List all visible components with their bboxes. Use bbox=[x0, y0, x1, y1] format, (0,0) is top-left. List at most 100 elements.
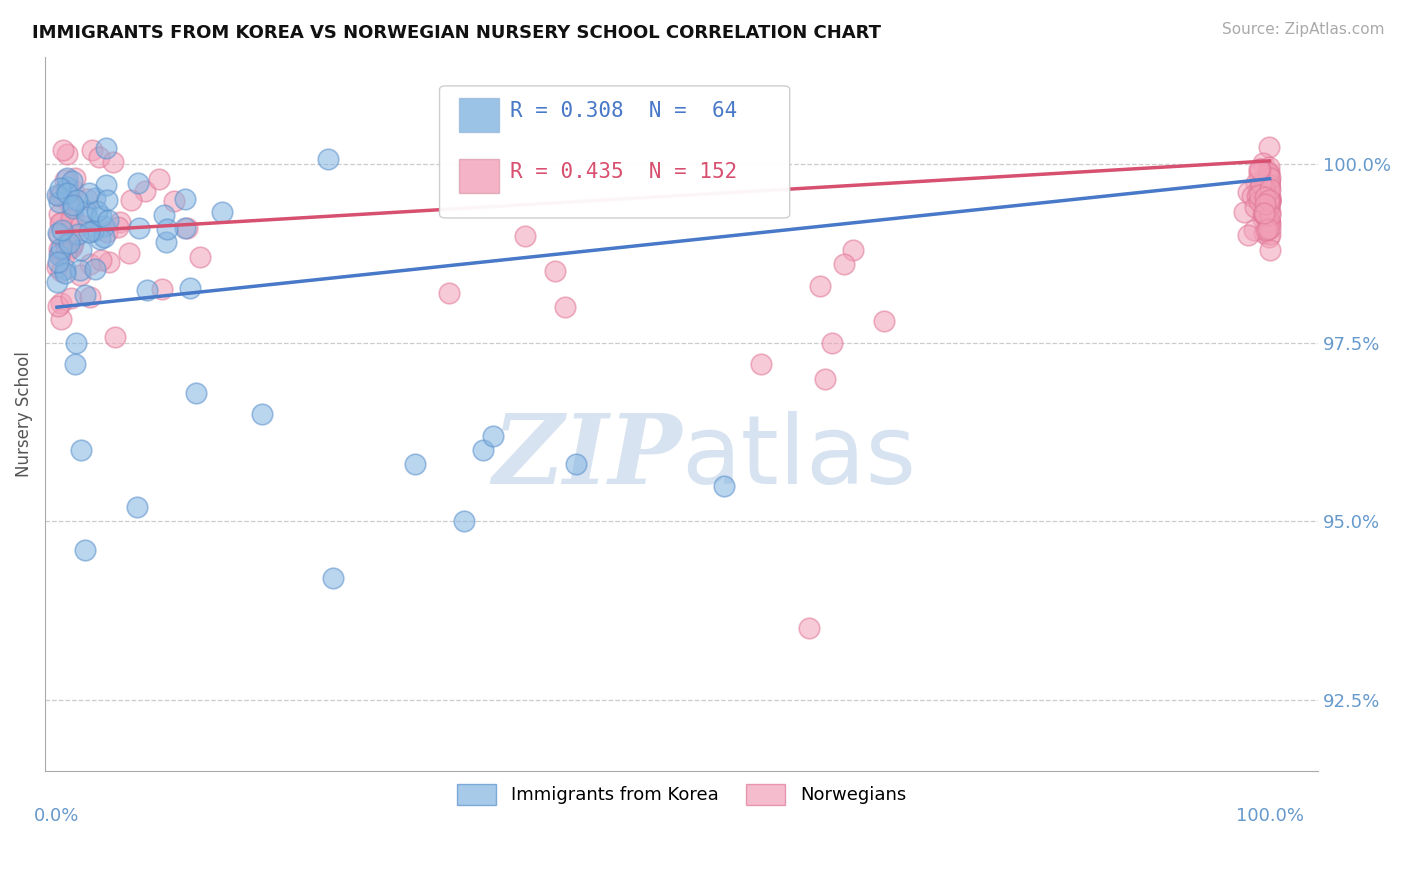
Point bbox=[1258, 167, 1281, 181]
Point bbox=[45, 188, 67, 202]
Point bbox=[1257, 183, 1279, 197]
Point bbox=[135, 283, 157, 297]
Bar bbox=[458, 159, 499, 193]
Point bbox=[79, 290, 101, 304]
Point bbox=[62, 235, 84, 250]
Point bbox=[1249, 166, 1271, 180]
Point bbox=[1250, 178, 1272, 192]
Point bbox=[48, 207, 70, 221]
Point bbox=[404, 457, 426, 471]
Point bbox=[1258, 193, 1281, 207]
Point bbox=[90, 253, 112, 268]
Point bbox=[51, 186, 73, 201]
Point bbox=[55, 261, 77, 276]
Point bbox=[60, 241, 83, 255]
Text: ZIP: ZIP bbox=[492, 410, 682, 504]
Point bbox=[1258, 190, 1281, 204]
Point bbox=[1256, 196, 1278, 211]
Point bbox=[48, 194, 70, 209]
Point bbox=[79, 257, 101, 271]
Point bbox=[128, 220, 150, 235]
Point bbox=[82, 224, 104, 238]
Point bbox=[120, 193, 142, 207]
Point bbox=[46, 275, 69, 289]
Point bbox=[163, 194, 186, 208]
Point bbox=[1258, 170, 1281, 185]
Point bbox=[808, 278, 831, 293]
Point bbox=[1258, 212, 1281, 227]
Text: Source: ZipAtlas.com: Source: ZipAtlas.com bbox=[1222, 22, 1385, 37]
Point bbox=[1258, 196, 1281, 211]
Point bbox=[1249, 188, 1271, 202]
Point bbox=[55, 180, 77, 194]
Point bbox=[104, 330, 127, 344]
Point bbox=[55, 186, 77, 201]
Point bbox=[1257, 184, 1279, 198]
Point bbox=[108, 215, 131, 229]
Point bbox=[1254, 196, 1277, 211]
Point bbox=[437, 285, 460, 300]
Point bbox=[1257, 160, 1279, 174]
Point bbox=[842, 243, 865, 257]
Point bbox=[174, 221, 197, 235]
Point bbox=[49, 245, 72, 260]
Point bbox=[73, 287, 96, 301]
Point bbox=[1256, 186, 1278, 200]
Point bbox=[83, 262, 105, 277]
Point bbox=[1257, 190, 1279, 204]
Point bbox=[1237, 228, 1260, 243]
Point bbox=[1258, 227, 1281, 242]
Point bbox=[60, 174, 83, 188]
Point bbox=[1258, 216, 1281, 230]
Point bbox=[1258, 213, 1281, 227]
Point bbox=[48, 242, 70, 256]
Point bbox=[55, 171, 77, 186]
Point bbox=[1233, 204, 1256, 219]
Point bbox=[75, 203, 97, 218]
Point bbox=[59, 198, 82, 212]
Point bbox=[60, 291, 83, 305]
Point bbox=[515, 228, 537, 243]
Point bbox=[1258, 193, 1281, 207]
Point bbox=[797, 621, 820, 635]
Point bbox=[1251, 206, 1274, 220]
Point bbox=[62, 183, 84, 197]
Point bbox=[96, 141, 118, 155]
Point bbox=[1256, 194, 1278, 209]
Point bbox=[96, 225, 118, 239]
Point bbox=[153, 208, 176, 222]
Point bbox=[1246, 188, 1268, 202]
Point bbox=[1258, 194, 1281, 208]
Point bbox=[1258, 205, 1281, 219]
Point bbox=[1258, 176, 1281, 190]
Point bbox=[1257, 176, 1279, 190]
Point bbox=[1258, 182, 1281, 196]
Point bbox=[49, 216, 72, 230]
Point bbox=[97, 213, 120, 227]
Point bbox=[1256, 204, 1278, 219]
Point bbox=[48, 189, 70, 203]
Point bbox=[48, 228, 70, 243]
Point bbox=[96, 194, 118, 208]
Point bbox=[1258, 187, 1281, 202]
Point bbox=[51, 312, 73, 326]
Point bbox=[70, 244, 93, 258]
Point bbox=[821, 335, 844, 350]
Point bbox=[86, 203, 108, 218]
Point bbox=[1257, 181, 1279, 195]
Point bbox=[1258, 194, 1281, 208]
Point bbox=[98, 255, 121, 269]
Point bbox=[66, 194, 89, 208]
Point bbox=[51, 222, 73, 236]
Point bbox=[1258, 178, 1281, 192]
Point bbox=[749, 357, 772, 371]
Point bbox=[55, 245, 77, 260]
Point bbox=[46, 226, 69, 240]
Point bbox=[76, 192, 98, 206]
Point bbox=[1256, 209, 1278, 223]
Text: R = 0.435  N = 152: R = 0.435 N = 152 bbox=[509, 161, 737, 182]
Point bbox=[1257, 169, 1279, 183]
Point bbox=[1258, 202, 1281, 216]
Point bbox=[58, 235, 80, 250]
Point bbox=[62, 239, 84, 253]
